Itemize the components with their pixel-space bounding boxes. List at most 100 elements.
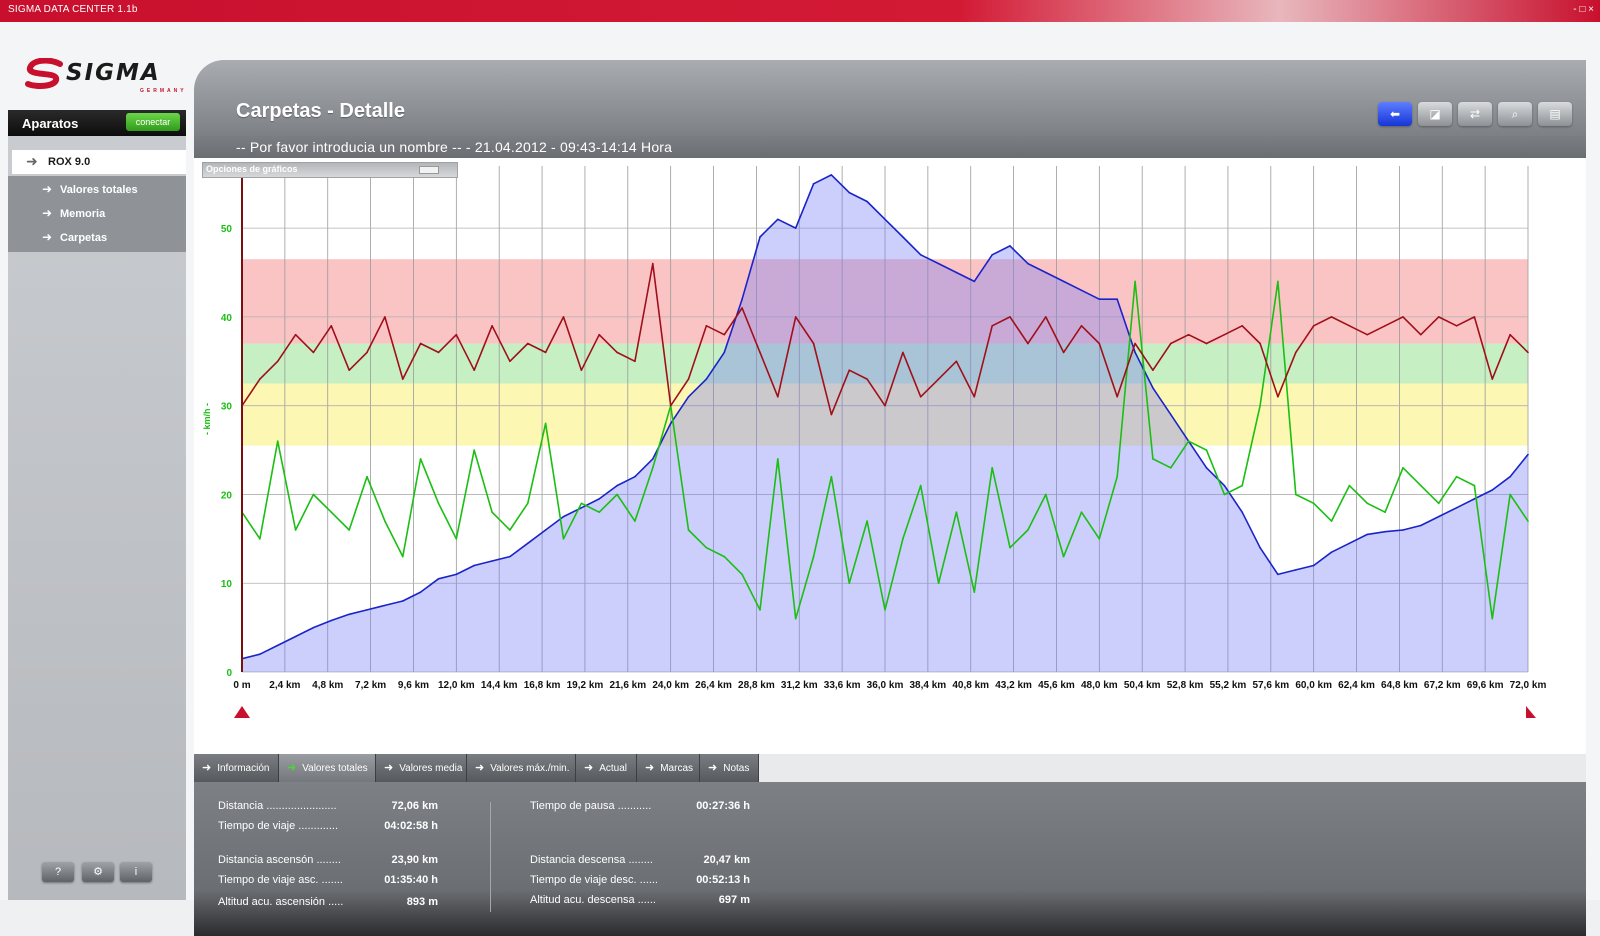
tab-label: Notas bbox=[723, 763, 750, 774]
back-button[interactable]: ⬅ bbox=[1378, 102, 1412, 126]
page-header: Carpetas - Detalle ⬅ ◪ ⇄ ⌕ ▤ bbox=[194, 60, 1586, 136]
speed-point bbox=[1241, 484, 1244, 487]
altitude-point bbox=[1241, 511, 1244, 514]
altitude-point bbox=[437, 577, 440, 580]
tab-actual[interactable]: ➜ Actual bbox=[576, 754, 637, 782]
chart-area: 0 m 2,4 km 4,8 km 7,2 km 9,6 km 12,0 km 14,4 k… bbox=[194, 158, 1586, 754]
altitude-point bbox=[866, 200, 868, 203]
sidebar-item-memoria[interactable]: ➜ Memoria bbox=[8, 202, 186, 226]
tab-valores-totales[interactable]: ➜ Valores totales bbox=[279, 754, 376, 782]
sidebar-item-carpetas[interactable]: ➜ Carpetas bbox=[8, 226, 186, 250]
tab-valores-max-min[interactable]: ➜ Valores máx./min. bbox=[467, 754, 576, 782]
sidebar-device[interactable]: ➜ ROX 9.0 bbox=[12, 150, 186, 174]
speed-point bbox=[1277, 280, 1279, 283]
speed-point bbox=[955, 511, 958, 514]
window-controls[interactable]: - □ × bbox=[1573, 4, 1594, 15]
altitude-point bbox=[634, 475, 636, 478]
speed-point bbox=[777, 458, 779, 460]
info-button[interactable]: i bbox=[120, 862, 152, 882]
altitude-point bbox=[384, 604, 386, 607]
time-button[interactable]: ⇄ bbox=[1458, 102, 1492, 126]
tab-label: Valores totales bbox=[302, 763, 368, 774]
connect-button[interactable]: conectar bbox=[126, 113, 180, 131]
altitude-point bbox=[1473, 498, 1476, 500]
speed-point bbox=[294, 529, 297, 531]
speed-point bbox=[1259, 404, 1261, 407]
altitude-point bbox=[1366, 533, 1369, 536]
end-marker-handle bbox=[1526, 706, 1536, 718]
heart-rate-point bbox=[419, 342, 422, 345]
arrow-right-icon: ➜ bbox=[384, 762, 394, 774]
speed-point bbox=[526, 502, 529, 505]
heart-rate-point bbox=[1062, 351, 1065, 354]
altitude-point bbox=[1027, 262, 1029, 265]
altitude-point bbox=[401, 600, 404, 602]
x-tick-label: 72,0 km bbox=[1510, 680, 1547, 691]
altitude-point bbox=[1205, 467, 1208, 469]
help-button[interactable]: ? bbox=[42, 862, 74, 882]
x-tick-label: 69,6 km bbox=[1467, 680, 1504, 691]
sidebar-item-label: Carpetas bbox=[60, 232, 108, 244]
print-button[interactable]: ▤ bbox=[1538, 102, 1572, 126]
altitude-point bbox=[830, 174, 833, 176]
x-tick-label: 33,6 km bbox=[824, 680, 861, 691]
altitude-point bbox=[509, 555, 511, 558]
heart-rate-point bbox=[1169, 342, 1172, 345]
altitude-point bbox=[1152, 387, 1154, 389]
chart-options-panel[interactable]: Opciones de gráficos bbox=[202, 162, 458, 178]
minimize-icon[interactable] bbox=[419, 166, 439, 174]
tab-valores-media[interactable]: ➜ Valores media bbox=[376, 754, 467, 782]
speed-point bbox=[902, 538, 904, 540]
speed-point bbox=[1330, 520, 1333, 522]
heart-rate-point bbox=[1384, 324, 1386, 327]
speed-point bbox=[509, 529, 511, 531]
time-icon: ⇄ bbox=[1469, 107, 1481, 121]
speed-point bbox=[401, 555, 404, 558]
speed-point bbox=[937, 582, 940, 585]
heart-rate-point bbox=[652, 262, 654, 265]
speed-point bbox=[580, 502, 583, 505]
speed-point bbox=[419, 458, 422, 460]
altitude-point bbox=[616, 484, 618, 487]
heart-rate-point bbox=[1509, 333, 1511, 336]
stat-label: Distancia ascensón ........ bbox=[218, 854, 341, 866]
arrow-right-icon: ➜ bbox=[42, 230, 53, 244]
sigma-logo-icon bbox=[25, 58, 63, 89]
chart-button[interactable]: ◪ bbox=[1418, 102, 1452, 126]
altitude-point bbox=[491, 560, 493, 562]
app-body: SIGMA GERMANY Aparatos conectar ➜ ROX 9.… bbox=[0, 22, 1600, 936]
x-tick-label: 26,4 km bbox=[695, 680, 732, 691]
x-tick-label: 67,2 km bbox=[1424, 680, 1461, 691]
arrow-right-icon: ➜ bbox=[475, 762, 485, 774]
stat-value: 23,90 km bbox=[391, 854, 438, 866]
activity-chart[interactable]: 0 m 2,4 km 4,8 km 7,2 km 9,6 km 12,0 km 14,4 k… bbox=[194, 158, 1586, 754]
speed-point bbox=[1169, 467, 1172, 469]
speed-point bbox=[705, 546, 708, 549]
x-tick-label: 36,0 km bbox=[867, 680, 904, 691]
tab-marcas[interactable]: ➜ Marcas bbox=[637, 754, 700, 782]
heart-rate-point bbox=[562, 316, 565, 318]
altitude-point bbox=[1169, 413, 1172, 416]
speed-point bbox=[1437, 502, 1440, 505]
speed-point bbox=[1509, 493, 1511, 496]
x-tick-label: 28,8 km bbox=[738, 680, 775, 691]
heart-rate-point bbox=[866, 378, 868, 380]
altitude-point bbox=[1384, 530, 1386, 533]
x-tick-label: 50,4 km bbox=[1124, 680, 1161, 691]
heart-rate-point bbox=[1080, 324, 1083, 327]
zoom-button[interactable]: ⌕ bbox=[1498, 102, 1532, 126]
altitude-point bbox=[1080, 289, 1083, 292]
altitude-point bbox=[544, 529, 547, 531]
window-title: SIGMA DATA CENTER 1.1b bbox=[8, 4, 138, 15]
tab-notas[interactable]: ➜ Notas bbox=[700, 754, 759, 782]
speed-point bbox=[1473, 484, 1476, 487]
speed-point bbox=[830, 475, 833, 478]
sidebar-title: Aparatos bbox=[22, 116, 79, 131]
tab-informacion[interactable]: ➜ Información bbox=[194, 754, 279, 782]
tab-label: Actual bbox=[599, 763, 628, 774]
x-tick-label: 4,8 km bbox=[312, 680, 343, 691]
heart-rate-point bbox=[1491, 378, 1494, 380]
sidebar-item-valores-totales[interactable]: ➜ Valores totales bbox=[8, 178, 186, 202]
settings-button[interactable]: ⚙ bbox=[82, 862, 114, 882]
altitude-point bbox=[598, 498, 601, 500]
